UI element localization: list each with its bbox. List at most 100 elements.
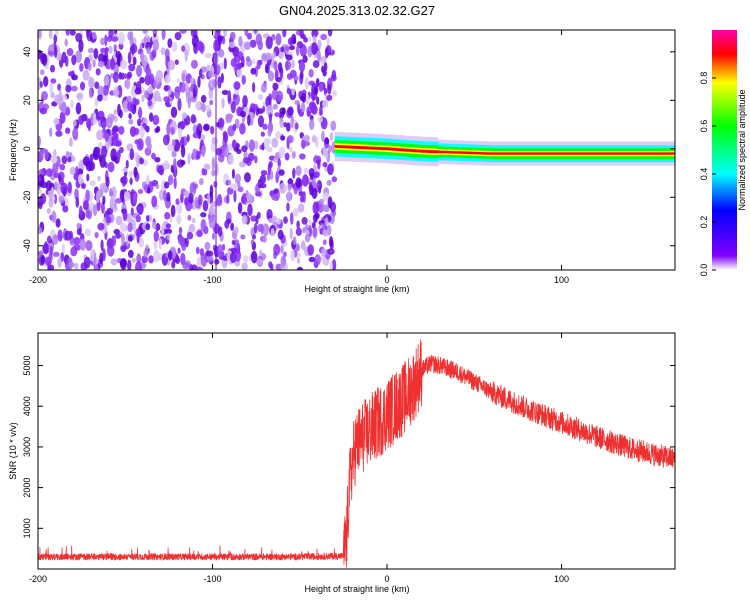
noise-speckle-dot [204, 52, 212, 59]
noise-speckle-dot [82, 69, 90, 81]
noise-speckle-dot [198, 177, 204, 186]
noise-speckle-dot [40, 254, 46, 265]
noise-speckle-dot [151, 195, 158, 208]
noise-speckle-dot [128, 170, 134, 178]
noise-speckle-dot [87, 121, 91, 132]
noise-speckle-dot [143, 249, 149, 258]
snr-series-line [38, 339, 675, 568]
noise-speckle-dot [40, 181, 48, 189]
noise-speckle-dot [120, 72, 125, 80]
noise-speckle-dot [133, 127, 140, 136]
noise-speckle-dot [46, 207, 51, 214]
noise-speckle-dot [128, 63, 136, 72]
noise-speckle-dot [313, 171, 320, 178]
noise-speckle-dot [283, 121, 287, 128]
noise-speckle-dot [105, 216, 112, 224]
noise-speckle-dot [202, 200, 209, 212]
noise-speckle-dot [100, 116, 108, 129]
noise-speckle-dot [82, 200, 89, 210]
noise-speckle-dot [85, 240, 93, 251]
noise-speckle-dot [135, 261, 142, 270]
noise-speckle-dot [237, 180, 241, 188]
noise-speckle-dot [286, 202, 290, 212]
noise-speckle-dot [254, 65, 259, 78]
noise-speckle-dot [237, 186, 244, 193]
noise-speckle-dot [70, 85, 78, 92]
noise-speckle-dot [65, 84, 72, 93]
noise-speckle-dot [93, 48, 99, 60]
noise-speckle-dot [295, 165, 302, 177]
noise-speckle-dot [88, 77, 95, 89]
noise-speckle-dot [116, 149, 121, 160]
noise-speckle-dot [168, 89, 172, 96]
noise-speckle-dot [152, 39, 159, 52]
noise-speckle-dot [196, 229, 203, 238]
noise-speckle-dot [108, 30, 114, 38]
noise-speckle-dot [120, 244, 127, 253]
top-y-tick-label: -40 [22, 239, 32, 252]
noise-speckle-dot [229, 183, 236, 190]
noise-speckle-dot [192, 86, 197, 99]
bottom-x-tick-label: -100 [204, 574, 222, 584]
noise-speckle-dot [296, 257, 301, 264]
noise-speckle-dot [145, 244, 150, 250]
noise-speckle-dot [50, 155, 58, 164]
noise-speckle-dot [66, 47, 74, 57]
noise-speckle-dot [53, 118, 60, 125]
noise-speckle-dot [120, 59, 128, 70]
noise-speckle-dot [201, 102, 206, 113]
noise-speckle-dot [165, 223, 172, 229]
noise-speckle-dot [275, 90, 284, 102]
noise-speckle-dot [104, 34, 108, 47]
noise-speckle-dot [271, 194, 279, 201]
noise-speckle-dot [75, 196, 80, 208]
noise-speckle-dot [71, 74, 78, 81]
noise-speckle-dot [283, 216, 288, 224]
top-x-tick-label: 0 [385, 275, 390, 285]
noise-speckle-dot [200, 212, 207, 218]
noise-speckle-dot [190, 59, 198, 69]
noise-speckle-dot [179, 30, 187, 34]
noise-speckle-dot [198, 68, 203, 79]
noise-speckle-dot [38, 136, 41, 149]
noise-speckle-dot [217, 244, 223, 258]
noise-speckle-dot [250, 239, 254, 245]
noise-speckle-dot [178, 226, 183, 235]
noise-speckle-dot [227, 153, 235, 165]
noise-speckle-dot [70, 155, 76, 162]
bottom-panel: -200 -100 0 100 1000 2000 3000 4000 5000 Height … [8, 332, 676, 594]
noise-speckle-dot [253, 103, 258, 110]
noise-speckle-dot [111, 128, 115, 136]
noise-speckle-dot [280, 46, 285, 53]
noise-speckle-dot [125, 78, 131, 90]
noise-speckle-dot [330, 120, 337, 131]
noise-speckle-dot [167, 250, 173, 261]
noise-speckle-dot [129, 148, 135, 161]
noise-speckle-dot [312, 226, 318, 238]
noise-speckle-dot [138, 237, 145, 248]
noise-speckle-dot [289, 212, 294, 225]
noise-speckle-dot [180, 144, 186, 158]
colorbar-tick-label: 0.4 [699, 168, 709, 181]
noise-speckle-dot [126, 73, 132, 80]
noise-speckle-dot [247, 203, 253, 217]
noise-speckle-dot [290, 250, 295, 262]
noise-speckle-dot [294, 99, 300, 106]
noise-speckle-dot [252, 58, 256, 65]
noise-speckle-dot [148, 112, 154, 123]
noise-speckle-dot [52, 162, 59, 174]
bottom-y-axis-label: SNR (10 * v/v) [8, 422, 18, 480]
noise-speckle-dot [285, 122, 291, 132]
noise-speckle-dot [285, 54, 293, 61]
noise-speckle-dot [311, 41, 318, 55]
noise-speckle-dot [186, 134, 190, 143]
noise-speckle-dot [321, 247, 327, 257]
noise-speckle-dot [196, 40, 204, 51]
noise-speckle-dot [272, 103, 278, 110]
noise-speckle-dot [324, 47, 329, 59]
noise-speckle-dot [243, 172, 251, 183]
noise-speckle-dot [291, 87, 295, 96]
noise-speckle-dot [58, 195, 65, 204]
noise-speckle-dot [318, 185, 322, 194]
noise-speckle-dot [308, 36, 312, 43]
